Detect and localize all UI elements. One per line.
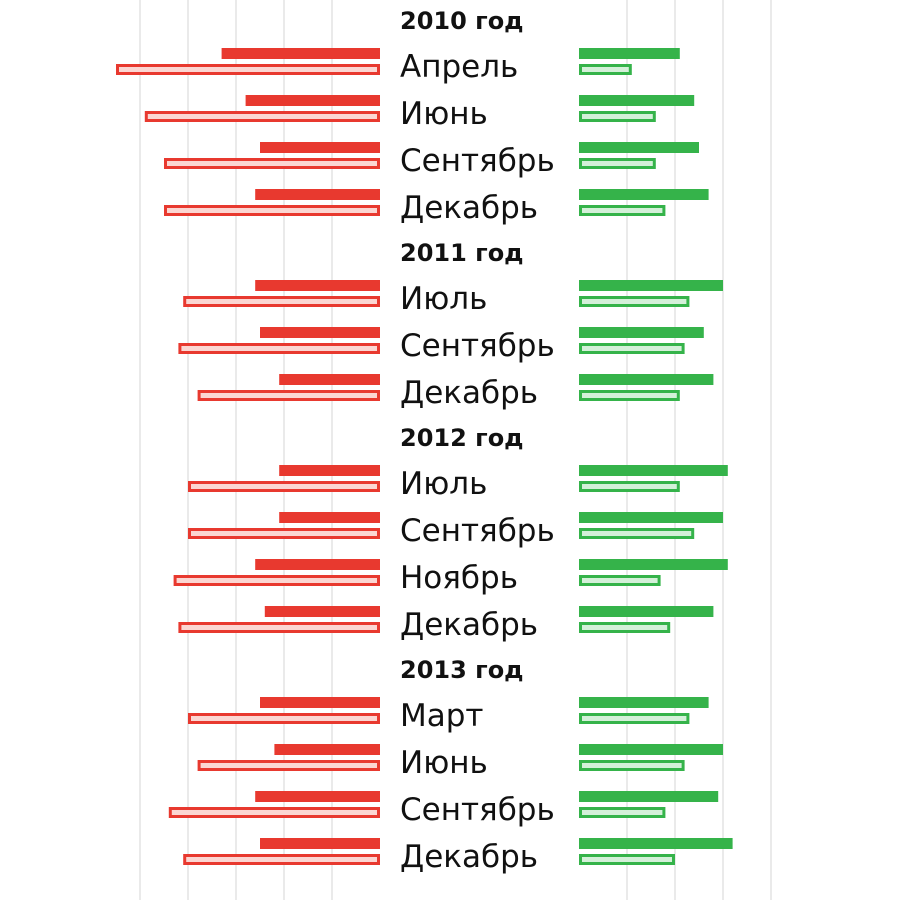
- bar-positive-outline: [579, 622, 671, 633]
- bar-positive-outline: [579, 158, 656, 169]
- bar-positive-solid: [579, 189, 709, 200]
- bar-negative-outline: [173, 575, 380, 586]
- bar-negative-outline: [183, 296, 380, 307]
- bar-positive-outline: [579, 713, 690, 724]
- month-label: Декабрь: [400, 375, 538, 411]
- bar-negative-outline: [178, 343, 380, 354]
- bar-positive-solid: [579, 48, 680, 59]
- bar-negative-solid: [255, 791, 380, 802]
- bar-negative-solid: [274, 744, 380, 755]
- bar-negative-outline: [178, 622, 380, 633]
- bar-negative-solid: [221, 48, 380, 59]
- bar-positive-solid: [579, 791, 719, 802]
- month-label: Сентябрь: [400, 328, 555, 364]
- month-label: Март: [400, 698, 483, 734]
- bar-negative-outline: [188, 713, 380, 724]
- bar-positive-outline: [579, 343, 685, 354]
- bar-positive-outline: [579, 64, 632, 75]
- bar-negative-solid: [260, 838, 380, 849]
- bar-negative-outline: [144, 111, 380, 122]
- year-label: 2010 год: [400, 7, 524, 35]
- month-label: Сентябрь: [400, 143, 555, 179]
- bar-positive-solid: [579, 559, 728, 570]
- bar-positive-solid: [579, 465, 728, 476]
- bar-positive-outline: [579, 575, 661, 586]
- bar-positive-solid: [579, 280, 723, 291]
- month-label: Июль: [400, 281, 487, 317]
- bar-negative-solid: [279, 465, 380, 476]
- bar-positive-solid: [579, 142, 699, 153]
- bar-positive-solid: [579, 95, 695, 106]
- bar-positive-outline: [579, 390, 680, 401]
- month-label: Июнь: [400, 96, 488, 132]
- bar-positive-outline: [579, 481, 680, 492]
- bar-positive-solid: [579, 327, 704, 338]
- month-label: Апрель: [400, 49, 518, 85]
- bars: [116, 48, 733, 865]
- month-label: Декабрь: [400, 190, 538, 226]
- bar-positive-solid: [579, 606, 714, 617]
- bar-negative-solid: [264, 606, 380, 617]
- bar-negative-solid: [255, 189, 380, 200]
- year-label: 2013 год: [400, 656, 524, 684]
- bar-positive-solid: [579, 512, 723, 523]
- month-label: Сентябрь: [400, 513, 555, 549]
- bar-negative-solid: [245, 95, 380, 106]
- year-label: 2012 год: [400, 424, 524, 452]
- year-label: 2011 год: [400, 239, 524, 267]
- month-label: Июнь: [400, 745, 488, 781]
- bar-positive-outline: [579, 528, 695, 539]
- month-label: Декабрь: [400, 607, 538, 643]
- bar-positive-outline: [579, 760, 685, 771]
- bar-negative-outline: [164, 158, 380, 169]
- bar-negative-outline: [164, 205, 380, 216]
- month-label: Декабрь: [400, 839, 538, 875]
- bar-negative-solid: [279, 512, 380, 523]
- bar-negative-outline: [188, 481, 380, 492]
- bar-positive-outline: [579, 807, 666, 818]
- bar-positive-outline: [579, 111, 656, 122]
- bar-positive-solid: [579, 697, 709, 708]
- month-label: Июль: [400, 466, 487, 502]
- bar-negative-solid: [255, 280, 380, 291]
- bar-negative-solid: [260, 327, 380, 338]
- bar-negative-outline: [197, 390, 380, 401]
- bar-positive-solid: [579, 838, 733, 849]
- bar-negative-outline: [183, 854, 380, 865]
- bar-positive-solid: [579, 744, 723, 755]
- bar-negative-solid: [260, 142, 380, 153]
- bar-negative-outline: [188, 528, 380, 539]
- bar-negative-solid: [279, 374, 380, 385]
- bar-positive-outline: [579, 205, 666, 216]
- month-label: Сентябрь: [400, 792, 555, 828]
- bar-negative-solid: [255, 559, 380, 570]
- bar-negative-outline: [116, 64, 380, 75]
- bar-negative-outline: [197, 760, 380, 771]
- month-label: Ноябрь: [400, 560, 518, 596]
- bar-negative-outline: [168, 807, 380, 818]
- bar-positive-outline: [579, 296, 690, 307]
- labels: 2010 год Апрель Июнь Сентябрь Декабрь 2011 го…: [400, 7, 555, 875]
- bar-negative-solid: [260, 697, 380, 708]
- bar-positive-outline: [579, 854, 675, 865]
- bar-positive-solid: [579, 374, 714, 385]
